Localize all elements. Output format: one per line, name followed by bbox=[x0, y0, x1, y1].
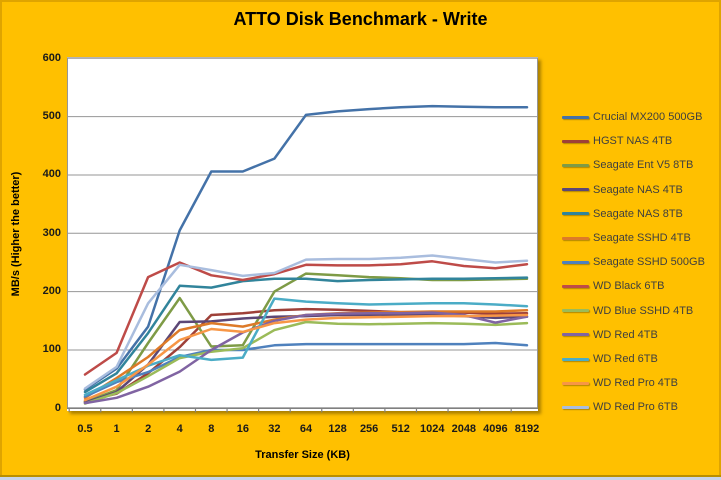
legend-swatch-icon bbox=[562, 405, 589, 409]
x-tick-label-8192: 8192 bbox=[514, 423, 540, 435]
series-line-10 bbox=[83, 297, 529, 397]
x-tick-label-2048: 2048 bbox=[451, 423, 477, 435]
x-tick-label-8: 8 bbox=[208, 423, 215, 435]
legend-swatch-icon bbox=[562, 212, 589, 216]
x-tick-label-16: 16 bbox=[236, 423, 249, 435]
y-tick-label-200: 200 bbox=[42, 285, 61, 298]
plot-svg bbox=[67, 57, 538, 413]
legend-swatch-icon bbox=[562, 188, 589, 192]
legend-swatch-icon bbox=[562, 139, 589, 143]
legend-swatch-icon bbox=[562, 309, 589, 313]
legend-label: WD Red 6TB bbox=[593, 353, 658, 365]
legend-item-6: Seagate SSHD 500GB bbox=[562, 252, 705, 272]
legend-label: Seagate NAS 4TB bbox=[593, 183, 683, 196]
legend-item-7: WD Black 6TB bbox=[562, 276, 665, 296]
series-line-7 bbox=[83, 260, 529, 376]
y-tick-label-600: 600 bbox=[42, 51, 61, 64]
y-tick-label-300: 300 bbox=[42, 226, 61, 239]
legend-label: Seagate SSHD 4TB bbox=[593, 232, 691, 244]
series-line-11 bbox=[83, 313, 529, 402]
legend-item-12: WD Red Pro 6TB bbox=[562, 397, 678, 417]
legend-label: HGST NAS 4TB bbox=[593, 135, 673, 148]
y-tick-label-0: 0 bbox=[54, 401, 61, 414]
chart-title: ATTO Disk Benchmark - Write bbox=[233, 9, 488, 29]
series-line-12 bbox=[83, 254, 529, 390]
legend-label: WD Blue SSHD 4TB bbox=[593, 304, 694, 317]
x-tick-label-1: 1 bbox=[113, 423, 120, 435]
legend-label: WD Black 6TB bbox=[593, 280, 665, 293]
series-line-4 bbox=[83, 276, 529, 394]
x-tick-label-512: 512 bbox=[391, 423, 410, 435]
legend-swatch-icon bbox=[562, 236, 589, 240]
legend-item-3: Seagate NAS 4TB bbox=[562, 180, 683, 200]
x-axis-title: Transfer Size (KB) bbox=[255, 449, 350, 461]
x-tick-label-1024: 1024 bbox=[420, 423, 445, 435]
legend-swatch-icon bbox=[562, 260, 589, 264]
legend-item-5: Seagate SSHD 4TB bbox=[562, 228, 691, 248]
window-bottom-edge bbox=[0, 475, 721, 480]
y-tick-label-500: 500 bbox=[42, 110, 61, 123]
x-tick-label-4: 4 bbox=[176, 423, 183, 435]
legend-item-11: WD Red Pro 4TB bbox=[562, 373, 678, 393]
legend-swatch-icon bbox=[562, 284, 589, 288]
x-tick-label-256: 256 bbox=[359, 423, 379, 435]
legend-item-1: HGST NAS 4TB bbox=[562, 131, 672, 151]
x-tick-label-64: 64 bbox=[299, 423, 313, 435]
x-tick-label-0.5: 0.5 bbox=[77, 423, 93, 435]
x-tick-label-2: 2 bbox=[145, 423, 152, 435]
series-line-0 bbox=[83, 104, 529, 391]
x-tick-label-128: 128 bbox=[328, 423, 347, 435]
legend-item-0: Crucial MX200 500GB bbox=[562, 107, 702, 127]
series-line-9 bbox=[83, 311, 529, 405]
legend-item-9: WD Red 4TB bbox=[562, 325, 658, 345]
legend-label: Seagate NAS 8TB bbox=[593, 207, 683, 220]
legend-label: Seagate Ent V5 8TB bbox=[593, 159, 694, 172]
legend-item-10: WD Red 6TB bbox=[562, 349, 658, 369]
y-tick-label-400: 400 bbox=[42, 168, 61, 181]
legend-swatch-icon bbox=[562, 381, 589, 385]
series-line-2 bbox=[83, 272, 529, 404]
legend-label: WD Red Pro 6TB bbox=[593, 401, 678, 414]
legend-swatch-icon bbox=[562, 357, 589, 361]
legend-label: WD Red 4TB bbox=[593, 328, 658, 341]
legend-item-2: Seagate Ent V5 8TB bbox=[562, 155, 693, 175]
legend-label: Crucial MX200 500GB bbox=[593, 111, 703, 123]
legend-swatch-icon bbox=[562, 333, 589, 337]
legend-item-4: Seagate NAS 8TB bbox=[562, 204, 683, 224]
x-tick-label-32: 32 bbox=[268, 423, 281, 435]
series-line-6 bbox=[83, 341, 529, 398]
legend-label: WD Red Pro 4TB bbox=[593, 377, 678, 390]
legend-label: Seagate SSHD 500GB bbox=[593, 256, 705, 269]
legend-swatch-icon bbox=[562, 163, 589, 167]
y-tick-label-100: 100 bbox=[42, 343, 61, 356]
legend-swatch-icon bbox=[562, 115, 589, 119]
legend-item-8: WD Blue SSHD 4TB bbox=[562, 301, 693, 321]
series-line-8 bbox=[83, 320, 529, 405]
plot-area bbox=[67, 57, 538, 413]
x-tick-label-4096: 4096 bbox=[483, 423, 508, 435]
